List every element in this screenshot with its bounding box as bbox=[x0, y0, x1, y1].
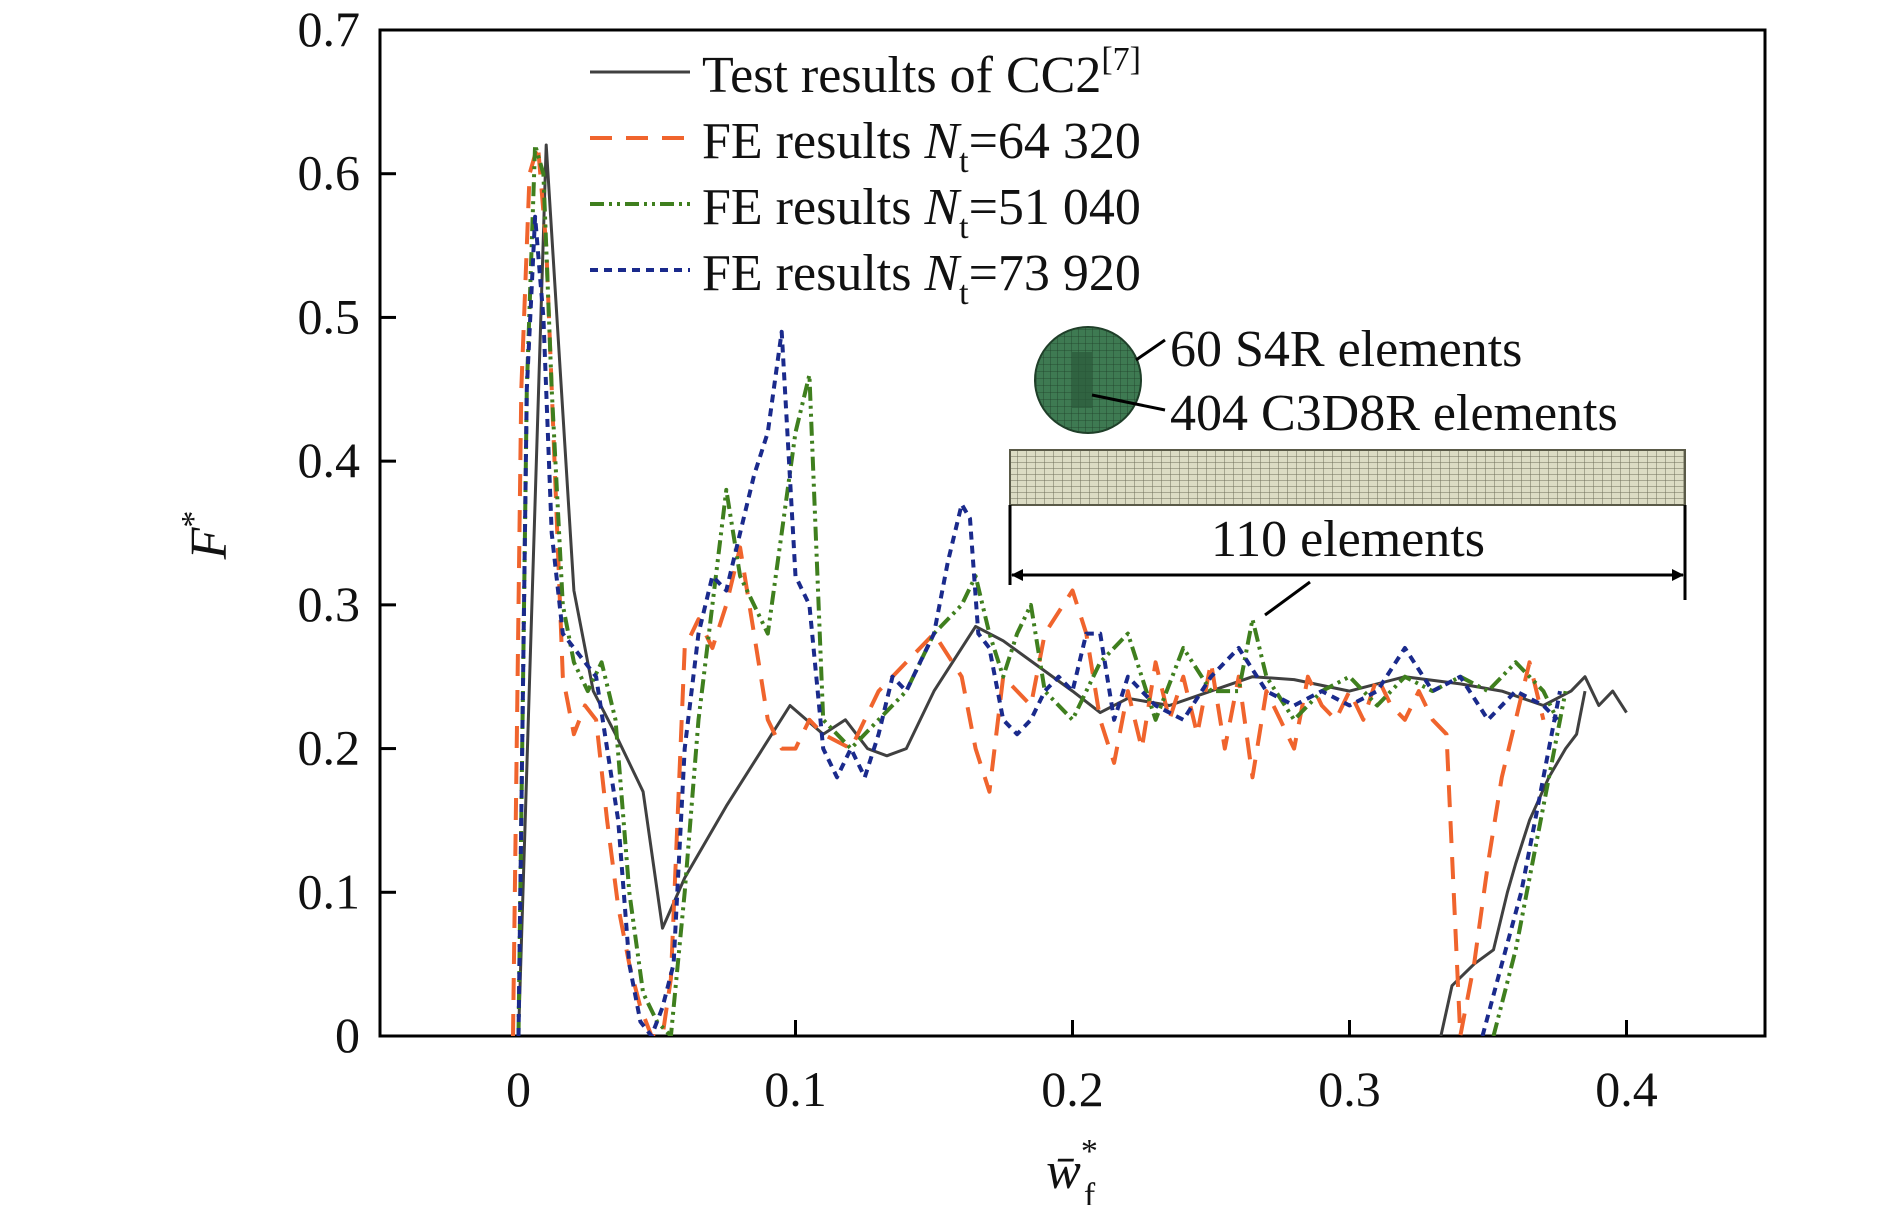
series-line-2 bbox=[511, 143, 1546, 1036]
beam-mesh bbox=[1009, 449, 1686, 506]
series-line-3 bbox=[516, 143, 1560, 1036]
y-tick-label: 0.1 bbox=[298, 863, 361, 919]
y-tick-label: 0 bbox=[335, 1007, 360, 1063]
legend: Test results of CC2[7] FE results Nt=64 3… bbox=[590, 41, 1141, 312]
y-axis-ticks: 0 0.1 0.2 0.3 0.4 0.5 0.6 0.7 bbox=[298, 1, 396, 1063]
length-leader-line bbox=[1264, 580, 1311, 617]
length-elements-label: 110 elements bbox=[1211, 511, 1485, 568]
legend-label: FE results Nt=51 040 bbox=[702, 179, 1141, 246]
x-tick-label: 0 bbox=[506, 1061, 531, 1117]
series-layer bbox=[511, 143, 1628, 1036]
series-line-6 bbox=[1480, 690, 1562, 1036]
series-line-0 bbox=[517, 143, 1628, 1036]
x-tick-label: 0.4 bbox=[1595, 1061, 1658, 1117]
y-tick-label: 0.2 bbox=[298, 720, 361, 776]
y-tick-label: 0.7 bbox=[298, 1, 361, 57]
y-tick-label: 0.5 bbox=[298, 288, 361, 344]
shell-leader-line bbox=[1135, 338, 1166, 362]
solid-elements-label: 404 C3D8R elements bbox=[1170, 385, 1618, 442]
x-axis-ticks: 0 0.1 0.2 0.3 0.4 bbox=[506, 1020, 1658, 1117]
x-tick-label: 0.2 bbox=[1041, 1061, 1104, 1117]
series-line-1 bbox=[1439, 690, 1587, 1036]
legend-label: Test results of CC2[7] bbox=[702, 41, 1141, 104]
x-axis-label: w̄* f bbox=[1046, 1133, 1098, 1205]
y-axis-label: F* bbox=[175, 511, 238, 561]
y-tick-label: 0.4 bbox=[298, 432, 361, 488]
series-line-5 bbox=[516, 214, 1559, 1036]
x-tick-label: 0.1 bbox=[764, 1061, 827, 1117]
legend-label: FE results Nt=73 920 bbox=[702, 245, 1141, 312]
solid-leader-line bbox=[1091, 393, 1166, 412]
x-tick-label: 0.3 bbox=[1318, 1061, 1381, 1117]
mesh-inset: 60 S4R elements 404 C3D8R elements 110 e… bbox=[1008, 321, 1687, 617]
y-tick-label: 0.6 bbox=[298, 145, 361, 201]
shell-elements-label: 60 S4R elements bbox=[1170, 321, 1522, 378]
series-line-4 bbox=[1491, 690, 1568, 1036]
legend-label: FE results Nt=64 320 bbox=[702, 113, 1141, 180]
y-tick-label: 0.3 bbox=[298, 576, 361, 632]
